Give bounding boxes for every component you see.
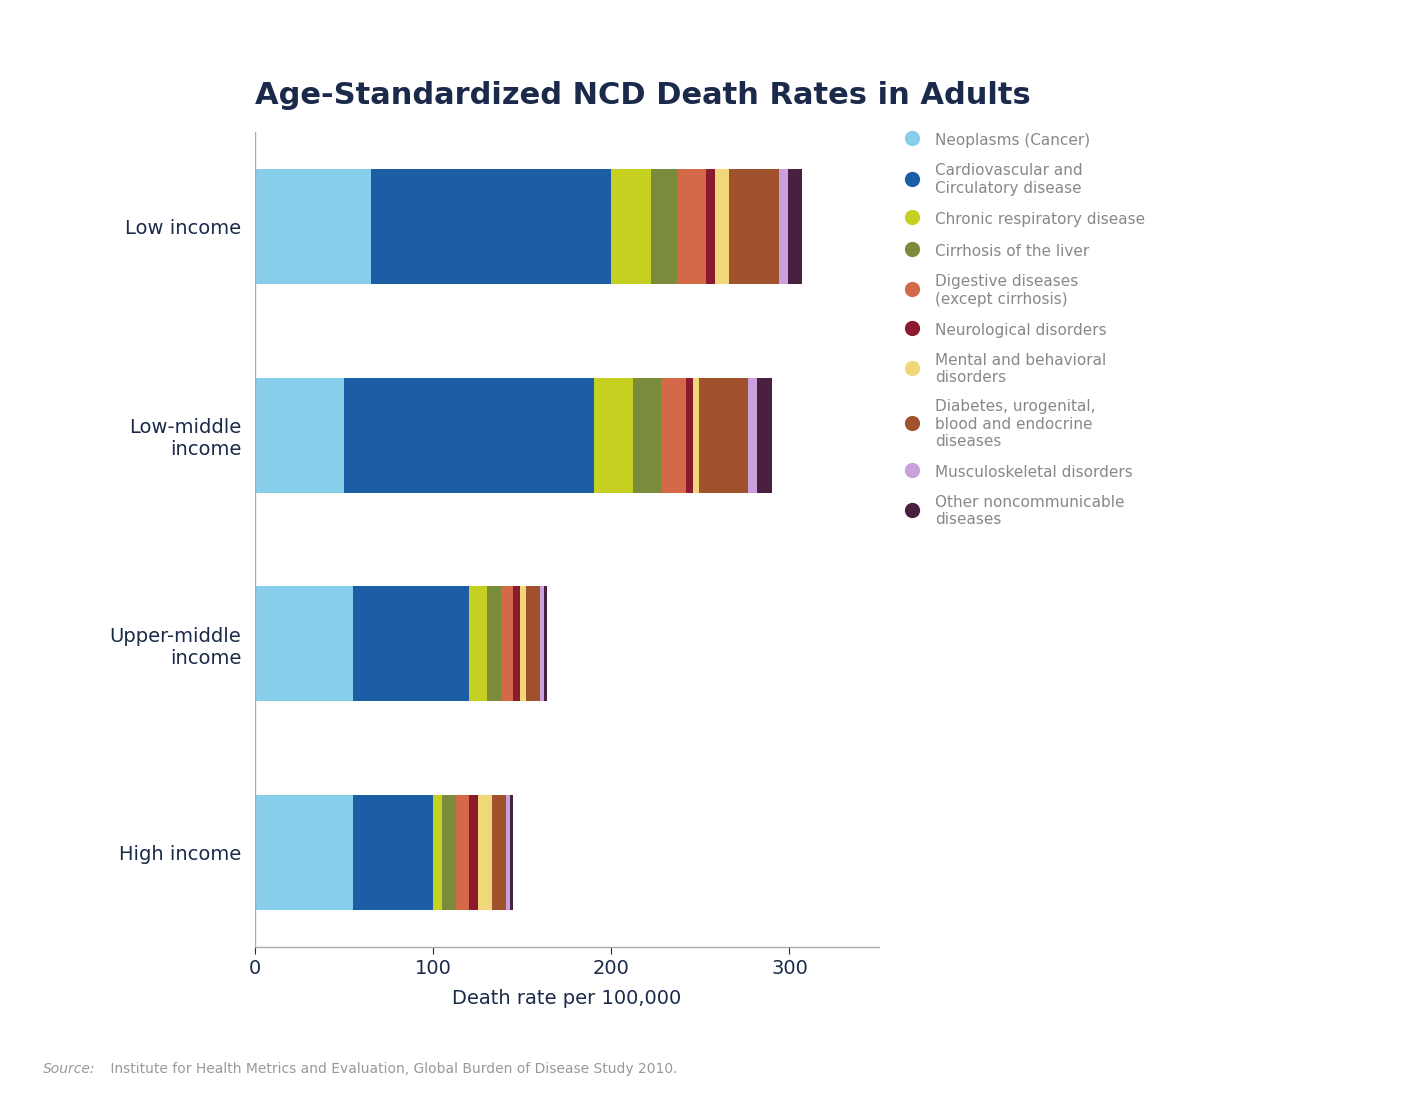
Bar xyxy=(677,170,706,284)
Bar xyxy=(500,587,513,701)
Bar xyxy=(513,587,520,701)
Bar xyxy=(706,170,714,284)
Bar xyxy=(788,170,802,284)
Bar xyxy=(255,378,344,492)
Bar xyxy=(442,795,456,909)
Bar xyxy=(714,170,728,284)
Bar xyxy=(544,587,547,701)
Bar xyxy=(728,170,779,284)
Bar xyxy=(478,795,492,909)
Bar xyxy=(779,170,788,284)
Bar xyxy=(506,795,510,909)
Bar xyxy=(526,587,540,701)
Bar xyxy=(456,795,469,909)
Text: Age-Standardized NCD Death Rates in Adults: Age-Standardized NCD Death Rates in Adul… xyxy=(255,81,1030,110)
Bar xyxy=(255,587,353,701)
X-axis label: Death rate per 100,000: Death rate per 100,000 xyxy=(452,989,682,1007)
Bar xyxy=(255,170,371,284)
Bar xyxy=(353,795,434,909)
Bar xyxy=(633,378,662,492)
Bar xyxy=(469,795,478,909)
Bar xyxy=(344,378,594,492)
Bar xyxy=(492,795,506,909)
Bar xyxy=(510,795,513,909)
Bar xyxy=(371,170,611,284)
Bar xyxy=(662,378,686,492)
Bar xyxy=(469,587,486,701)
Bar xyxy=(748,378,758,492)
Bar xyxy=(650,170,677,284)
Bar xyxy=(758,378,772,492)
Bar xyxy=(353,587,469,701)
Bar xyxy=(686,378,693,492)
Bar xyxy=(699,378,748,492)
Bar xyxy=(486,587,500,701)
Bar xyxy=(540,587,544,701)
Bar xyxy=(611,170,650,284)
Bar xyxy=(255,795,353,909)
Legend: Neoplasms (Cancer), Cardiovascular and
Circulatory disease, Chronic respiratory : Neoplasms (Cancer), Cardiovascular and C… xyxy=(893,123,1153,535)
Bar xyxy=(594,378,633,492)
Text: Source:: Source: xyxy=(43,1062,95,1077)
Bar xyxy=(693,378,699,492)
Bar xyxy=(434,795,442,909)
Text: Institute for Health Metrics and Evaluation, Global Burden of Disease Study 2010: Institute for Health Metrics and Evaluat… xyxy=(106,1062,677,1077)
Bar xyxy=(520,587,526,701)
